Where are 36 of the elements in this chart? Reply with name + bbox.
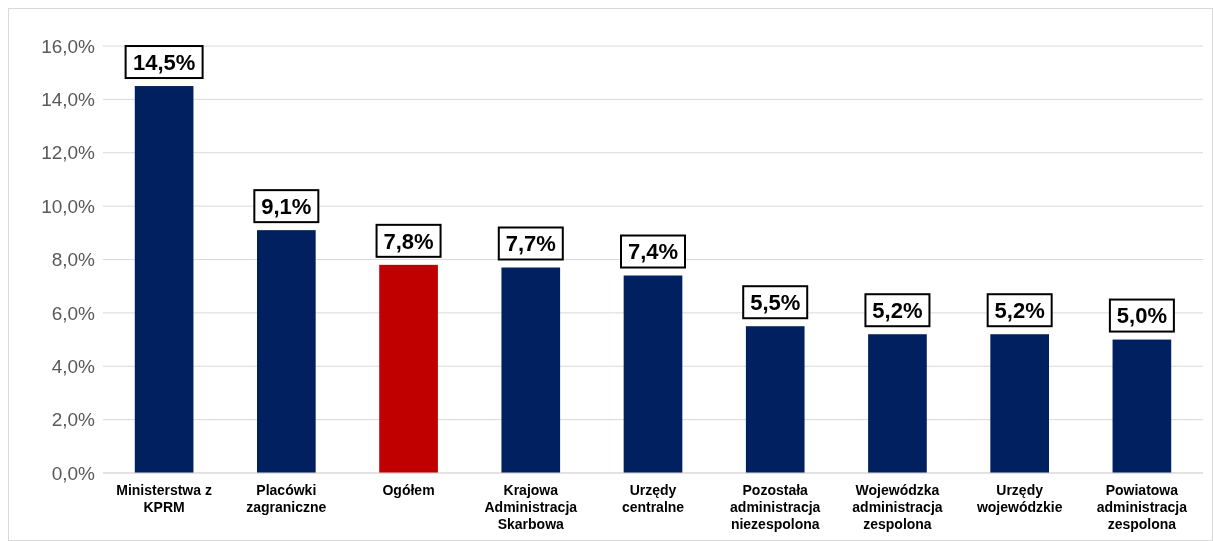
x-tick-label: Urzędy centralne <box>621 482 685 515</box>
y-tick-label: 12,0% <box>41 142 96 164</box>
data-label: 5,5% <box>750 290 801 316</box>
x-tick-label: Wojewódzka administracja zespolona <box>852 482 943 532</box>
data-label: 7,8% <box>383 228 434 254</box>
bar <box>623 275 683 473</box>
y-tick-label: 14,0% <box>41 89 96 111</box>
data-label: 9,1% <box>261 194 312 220</box>
y-tick-label: 4,0% <box>51 355 96 377</box>
y-tick-label: 10,0% <box>41 195 96 217</box>
y-tick-label: 2,0% <box>51 409 96 431</box>
y-tick-label: 6,0% <box>51 302 96 324</box>
bar <box>1112 339 1172 473</box>
bar <box>990 334 1049 473</box>
data-label: 5,2% <box>994 298 1045 324</box>
x-tick-label: Ministerstwa z KPRM <box>116 482 212 515</box>
x-tick-label: Urzędy wojewódzkie <box>975 482 1063 515</box>
data-label: 5,0% <box>1116 303 1167 329</box>
data-label: 14,5% <box>132 49 196 75</box>
bar <box>745 326 805 473</box>
data-label: 7,7% <box>505 231 556 257</box>
bar <box>501 267 561 473</box>
y-tick-label: 16,0% <box>41 35 96 57</box>
data-label: 5,2% <box>872 298 923 324</box>
y-tick-label: 8,0% <box>51 249 96 271</box>
x-tick-label: Placówki zagraniczne <box>246 482 327 515</box>
bar <box>257 230 316 473</box>
bar <box>379 264 438 473</box>
bar <box>868 334 927 473</box>
bar <box>134 86 194 473</box>
data-label: 7,4% <box>627 239 679 265</box>
x-tick-label: Powiatowa administracja zespolona <box>1096 482 1188 532</box>
x-tick-label: Ogółem <box>382 482 435 498</box>
y-tick-label: 0,0% <box>51 462 96 484</box>
x-tick-label: Pozostała administracja niezespolona <box>730 482 821 532</box>
x-tick-label: Krajowa Administracja Skarbowa <box>484 482 578 532</box>
